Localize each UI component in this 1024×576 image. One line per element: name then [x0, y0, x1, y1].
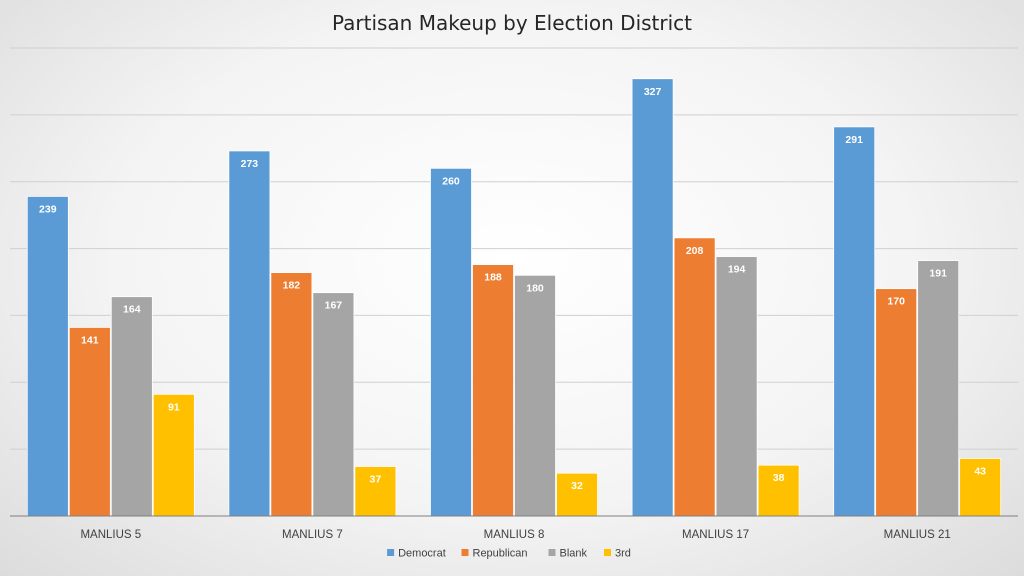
bar-3rd	[757, 464, 800, 517]
bar-blank	[514, 274, 556, 517]
bar-blank	[110, 296, 153, 517]
bar-republican	[68, 327, 111, 517]
data-label: 167	[325, 300, 343, 312]
data-label: 291	[845, 134, 863, 146]
gridlines	[10, 47, 1018, 450]
bar-republican	[875, 288, 918, 517]
bar-democrat	[631, 78, 674, 517]
bar-3rd	[556, 472, 598, 517]
bar-blank	[715, 256, 758, 517]
data-label: 188	[484, 272, 502, 284]
legend-swatch	[604, 549, 611, 556]
bar-democrat	[26, 196, 69, 517]
legend-label: Republican	[473, 548, 528, 560]
legend-label: Democrat	[398, 548, 446, 560]
data-label: 164	[123, 304, 141, 316]
legend-label: Blank	[560, 548, 588, 560]
bar-3rd	[354, 466, 397, 517]
bar-blank	[312, 292, 355, 517]
data-label: 208	[686, 245, 704, 257]
data-label: 37	[370, 474, 382, 486]
category-label: MANLIUS 17	[682, 529, 749, 541]
bar-republican	[270, 272, 313, 517]
data-label: 170	[887, 296, 905, 308]
data-label: 194	[728, 264, 746, 276]
bar-blank	[917, 260, 960, 517]
bar-republican	[472, 264, 514, 517]
bar-democrat	[228, 150, 271, 517]
data-label: 273	[241, 158, 259, 170]
legend-label: 3rd	[615, 548, 631, 560]
bars: 239 141 164 91 273 182 167 37 260 188 180 32 327 208 1…	[26, 78, 1002, 517]
data-label: 141	[81, 334, 99, 346]
legend-swatch	[548, 549, 556, 556]
data-label: 260	[442, 175, 460, 187]
chart-title: Partisan Makeup by Election District	[332, 11, 692, 35]
data-label: 191	[929, 268, 947, 280]
data-label: 38	[773, 472, 785, 484]
data-label: 182	[283, 280, 301, 292]
bar-democrat	[430, 167, 472, 517]
data-label: 91	[168, 401, 180, 413]
category-label: MANLIUS 5	[80, 529, 141, 541]
data-label: 180	[526, 282, 544, 294]
data-label: 327	[644, 86, 662, 98]
bar-republican	[673, 237, 716, 517]
category-label: MANLIUS 21	[884, 529, 951, 541]
category-label: MANLIUS 7	[282, 529, 343, 541]
bar-democrat	[833, 126, 876, 517]
legend-swatch	[387, 549, 395, 556]
legend-swatch	[461, 549, 469, 556]
data-label: 239	[39, 203, 57, 215]
category-label: MANLIUS 8	[484, 529, 545, 541]
legend: Democrat Republican Blank 3rd	[387, 548, 631, 560]
category-labels: MANLIUS 5 MANLIUS 7 MANLIUS 8 MANLIUS 17 MAN…	[80, 529, 950, 541]
data-label: 43	[974, 466, 986, 478]
bar-3rd	[959, 458, 1002, 517]
data-label: 32	[571, 480, 583, 492]
